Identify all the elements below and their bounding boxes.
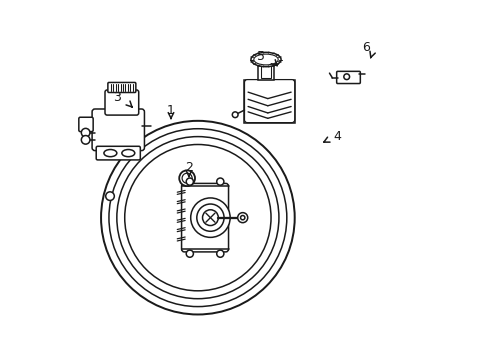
Text: 3: 3 [113,91,121,104]
Circle shape [237,213,247,223]
Circle shape [186,250,193,257]
FancyBboxPatch shape [79,117,93,132]
Circle shape [216,250,224,257]
Circle shape [105,192,114,201]
Circle shape [186,178,193,185]
FancyBboxPatch shape [108,82,136,93]
Circle shape [232,112,238,118]
Ellipse shape [104,149,117,157]
Ellipse shape [122,149,135,157]
Circle shape [109,129,286,307]
Circle shape [216,178,224,185]
Circle shape [182,173,192,183]
Text: 2: 2 [184,161,192,174]
FancyBboxPatch shape [336,71,360,84]
Bar [258,66,273,80]
Text: 6: 6 [362,41,369,54]
Bar [244,80,294,123]
Circle shape [190,198,230,237]
Circle shape [81,135,90,144]
Circle shape [81,129,90,137]
FancyBboxPatch shape [96,146,140,160]
Ellipse shape [250,52,281,67]
FancyBboxPatch shape [105,90,139,115]
Circle shape [124,144,270,291]
Circle shape [117,136,278,299]
Text: 5: 5 [256,50,264,63]
Ellipse shape [253,54,278,65]
Circle shape [202,210,218,226]
Circle shape [101,121,294,315]
FancyBboxPatch shape [181,183,228,252]
FancyBboxPatch shape [244,80,294,123]
Circle shape [343,74,349,80]
Bar [261,66,270,78]
Text: 4: 4 [333,130,341,144]
FancyBboxPatch shape [92,109,144,150]
Text: 1: 1 [167,104,175,117]
Circle shape [196,204,224,231]
Circle shape [240,216,244,220]
Circle shape [179,170,195,186]
